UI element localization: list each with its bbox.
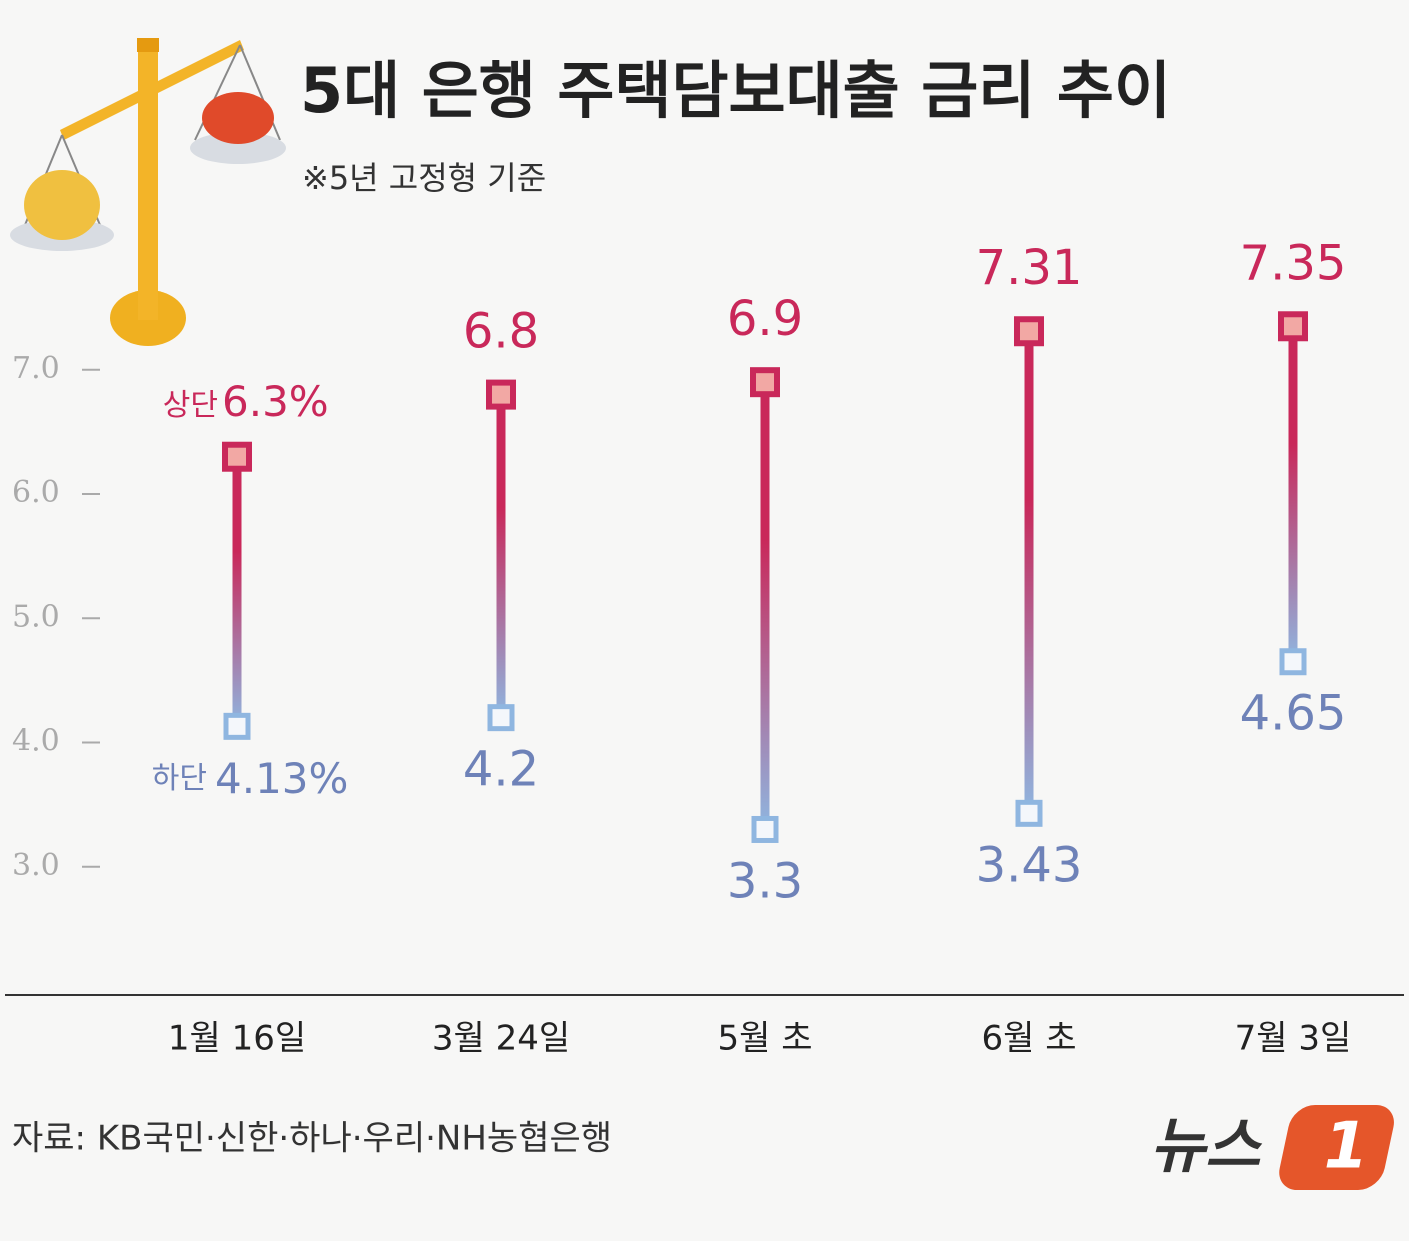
y-tick-label: 3.0 — [12, 848, 60, 883]
high-marker — [1278, 311, 1308, 342]
x-tick-label: 7월 3일 — [1235, 1019, 1352, 1059]
x-tick-label: 1월 16일 — [168, 1019, 306, 1059]
low-value-label: 4.13% — [215, 754, 348, 803]
scale-illustration — [10, 38, 286, 346]
low-marker — [223, 712, 251, 740]
source: 자료: KB국민·신한·하나·우리·NH농협은행 — [12, 1119, 612, 1159]
low-marker — [1279, 648, 1307, 676]
high-value-label: 7.31 — [976, 240, 1083, 296]
low-marker — [1015, 799, 1043, 827]
low-marker — [487, 704, 515, 732]
low-value-label: 4.2 — [463, 742, 539, 798]
high-marker — [222, 441, 252, 472]
x-tick-label: 6월 초 — [982, 1019, 1077, 1059]
y-tick-label: 7.0 — [12, 351, 60, 386]
high-marker — [486, 379, 516, 410]
legend-high: 상단 — [163, 388, 218, 423]
chart-subtitle: ※5년 고정형 기준 — [302, 159, 546, 197]
logo-badge — [1279, 1105, 1394, 1190]
high-value-label: 7.35 — [1240, 235, 1347, 291]
low-value-label: 3.43 — [976, 837, 1083, 893]
high-value-label: 6.8 — [463, 304, 539, 360]
high-marker — [750, 367, 780, 398]
logo-text: 뉴스 — [1150, 1112, 1263, 1182]
low-value-label: 3.3 — [727, 853, 803, 909]
legend-low: 하단 — [152, 761, 207, 796]
high-value-label: 6.3% — [222, 377, 329, 426]
x-tick-label: 3월 24일 — [432, 1019, 570, 1059]
low-value-label: 4.65 — [1240, 686, 1347, 742]
logo-badge-text: 1 — [1324, 1110, 1369, 1184]
chart-title: 5대 은행 주택담보대출 금리 추이 — [300, 54, 1171, 127]
high-value-label: 6.9 — [727, 291, 803, 347]
y-tick-label: 5.0 — [12, 599, 60, 634]
high-marker — [1014, 316, 1044, 347]
low-marker — [751, 815, 779, 843]
x-tick-label: 5월 초 — [718, 1019, 813, 1059]
y-tick-label: 4.0 — [12, 724, 60, 759]
y-tick-label: 6.0 — [12, 475, 60, 510]
